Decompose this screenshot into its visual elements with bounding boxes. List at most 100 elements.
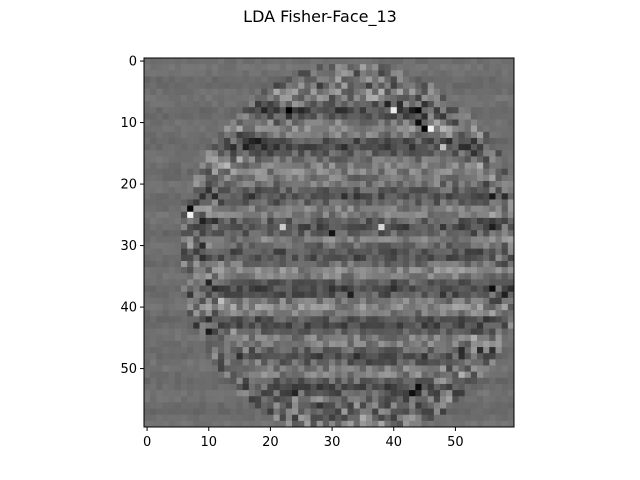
heatmap-cell: [378, 187, 385, 194]
heatmap-cell: [440, 420, 447, 428]
heatmap-cell: [409, 217, 416, 225]
heatmap-cell: [372, 420, 379, 428]
heatmap-cell: [347, 334, 355, 342]
heatmap-cell: [341, 199, 348, 206]
heatmap-cell: [353, 137, 361, 145]
heatmap-cell: [193, 88, 200, 96]
heatmap-cell: [501, 371, 509, 379]
heatmap-cell: [427, 334, 435, 342]
heatmap-cell: [384, 310, 392, 317]
heatmap-cell: [181, 107, 188, 114]
heatmap-cell: [298, 347, 305, 354]
heatmap-cell: [316, 205, 324, 213]
heatmap-cell: [187, 181, 194, 188]
heatmap-cell: [353, 322, 361, 329]
heatmap-cell: [316, 408, 324, 416]
heatmap-cell: [199, 322, 207, 329]
heatmap-cell: [304, 291, 311, 299]
heatmap-cell: [279, 119, 287, 127]
heatmap-cell: [224, 224, 231, 231]
heatmap-cell: [156, 88, 163, 96]
heatmap-cell: [199, 383, 207, 391]
heatmap-cell: [495, 353, 503, 360]
heatmap-cell: [501, 285, 509, 293]
heatmap-cell: [458, 64, 466, 71]
heatmap-cell: [193, 174, 200, 182]
heatmap-cell: [427, 254, 435, 262]
heatmap-cell: [322, 174, 330, 182]
heatmap-cell: [470, 217, 478, 225]
heatmap-cell: [193, 82, 200, 90]
heatmap-cell: [322, 340, 330, 348]
heatmap-cell: [236, 359, 244, 366]
heatmap-cell: [440, 359, 447, 366]
heatmap-cell: [261, 107, 268, 114]
heatmap-cell: [403, 396, 410, 403]
heatmap-cell: [366, 199, 373, 206]
heatmap-cell: [187, 224, 194, 231]
heatmap-cell: [366, 254, 373, 262]
heatmap-cell: [162, 174, 170, 182]
heatmap-cell: [329, 334, 336, 342]
heatmap-cell: [427, 414, 435, 422]
heatmap-cell: [440, 260, 447, 268]
heatmap-cell: [248, 377, 256, 385]
heatmap-cell: [261, 402, 268, 409]
heatmap-cell: [199, 76, 207, 83]
heatmap-cell: [483, 371, 490, 379]
heatmap-cell: [187, 150, 194, 157]
heatmap-cell: [372, 297, 379, 305]
heatmap-cell: [310, 414, 318, 422]
heatmap-cell: [409, 70, 416, 77]
heatmap-cell: [415, 273, 422, 280]
heatmap-cell: [501, 82, 509, 90]
heatmap-cell: [384, 156, 392, 163]
heatmap-cell: [507, 402, 515, 409]
heatmap-cell: [421, 297, 429, 305]
heatmap-cell: [415, 242, 422, 250]
heatmap-cell: [168, 199, 176, 206]
heatmap-cell: [464, 365, 472, 373]
heatmap-cell: [390, 390, 398, 397]
heatmap-cell: [285, 273, 293, 280]
heatmap-cell: [174, 383, 182, 391]
heatmap-cell: [427, 224, 435, 231]
heatmap-cell: [316, 181, 324, 188]
heatmap-cell: [261, 125, 268, 133]
heatmap-cell: [341, 107, 348, 114]
heatmap-cell: [162, 156, 170, 163]
heatmap-cell: [403, 383, 410, 391]
heatmap-cell: [507, 119, 515, 127]
heatmap-cell: [390, 322, 398, 329]
heatmap-cell: [415, 347, 422, 354]
heatmap-cell: [341, 310, 348, 317]
heatmap-cell: [230, 156, 237, 163]
heatmap-cell: [458, 236, 466, 243]
heatmap-cell: [193, 285, 200, 293]
heatmap-cell: [224, 156, 231, 163]
heatmap-cell: [292, 70, 299, 77]
heatmap-cell: [415, 131, 422, 139]
heatmap-cell: [507, 328, 515, 336]
heatmap-cell: [446, 408, 453, 416]
heatmap-cell: [187, 58, 194, 65]
heatmap-cell: [187, 64, 194, 71]
heatmap-cell: [384, 248, 392, 256]
heatmap-cell: [464, 310, 472, 317]
heatmap-cell: [255, 322, 262, 329]
heatmap-cell: [261, 359, 268, 366]
heatmap-cell: [279, 365, 287, 373]
heatmap-cell: [495, 76, 503, 83]
heatmap-cell: [273, 377, 281, 385]
heatmap-cell: [242, 347, 250, 354]
heatmap-cell: [199, 279, 207, 286]
heatmap-cell: [458, 279, 466, 286]
heatmap-cell: [366, 94, 373, 102]
heatmap-cell: [464, 230, 472, 237]
heatmap-cell: [421, 310, 429, 317]
heatmap-cell: [174, 82, 182, 90]
heatmap-cell: [285, 144, 293, 151]
heatmap-cell: [433, 353, 441, 360]
heatmap-cell: [242, 414, 250, 422]
heatmap-cell: [384, 353, 392, 360]
